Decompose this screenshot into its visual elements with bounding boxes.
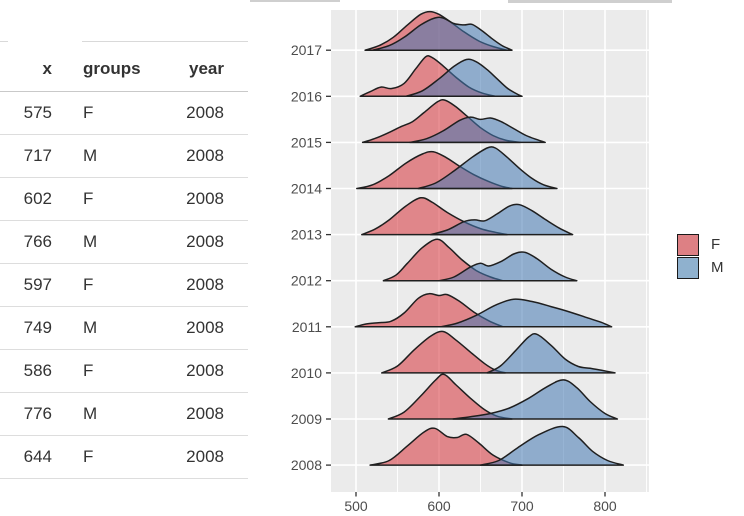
table-cell-groups: M — [52, 134, 178, 178]
legend-item-f: F — [677, 233, 724, 256]
table-row: 766 M 2008 — [0, 220, 248, 264]
y-tick-label: 2012 — [291, 273, 322, 289]
table-row: 776 M 2008 — [0, 392, 248, 436]
table-cell-groups: M — [52, 306, 178, 350]
density-ridge-2013-M — [429, 203, 574, 236]
x-tick-label: 600 — [427, 498, 451, 514]
table-cell-year: 2008 — [178, 134, 248, 178]
y-tick-label: 2013 — [291, 227, 322, 243]
table-cell-groups: M — [52, 392, 178, 436]
y-tick-label: 2009 — [291, 411, 322, 427]
density-ridge-2011-M — [439, 298, 613, 328]
table-cell-year: 2008 — [178, 392, 248, 436]
density-ridge-2010-F — [380, 330, 507, 374]
table-cell-x: 575 — [0, 91, 52, 135]
table-cell-year: 2008 — [178, 220, 248, 264]
column-header-groups: groups — [52, 47, 178, 92]
table-cell-x: 776 — [0, 392, 52, 436]
density-ridge-2010-M — [486, 333, 616, 374]
table-cell-year: 2008 — [178, 91, 248, 135]
table-cell-year: 2008 — [178, 177, 248, 221]
y-tick-label: 2017 — [291, 42, 322, 58]
column-header-x: x — [0, 47, 52, 92]
legend-swatch-f — [677, 233, 699, 256]
table-cell-x: 717 — [0, 134, 52, 178]
x-tick-label: 500 — [344, 498, 368, 514]
crop-artifact-line — [250, 0, 340, 2]
density-ridge-2014-M — [417, 146, 558, 190]
density-ridge-2011-F — [354, 292, 504, 328]
y-tick-label: 2015 — [291, 134, 322, 150]
table-top-border — [82, 41, 248, 42]
table-row: 717 M 2008 — [0, 134, 248, 178]
y-tick-label: 2008 — [291, 457, 322, 473]
crop-artifact-line — [508, 0, 672, 3]
legend-swatch-m — [677, 256, 699, 279]
table-cell-year: 2008 — [178, 349, 248, 393]
column-header-year: year — [178, 47, 248, 92]
table-cell-groups: F — [52, 263, 178, 307]
data-table: x groups year 575 F 2008 717 M 2008 602 F 2008 766 M… — [0, 47, 248, 479]
x-tick-label: 700 — [510, 498, 534, 514]
table-cell-x: 602 — [0, 177, 52, 221]
table-row: 749 M 2008 — [0, 306, 248, 350]
density-ridge-2015-M — [409, 116, 546, 144]
legend-label-f: F — [711, 236, 721, 253]
density-ridge-2009-M — [452, 379, 619, 420]
table-cell-x: 766 — [0, 220, 52, 264]
chart-legend: F M — [677, 233, 724, 279]
legend-item-m: M — [677, 256, 724, 279]
table-row: 575 F 2008 — [0, 91, 248, 135]
table-cell-x: 597 — [0, 263, 52, 307]
table-cell-x: 749 — [0, 306, 52, 350]
table-row: 586 F 2008 — [0, 349, 248, 393]
table-cell-x: 586 — [0, 349, 52, 393]
y-tick-label: 2010 — [291, 365, 322, 381]
table-header: x groups year — [0, 47, 248, 92]
table-cell-year: 2008 — [178, 263, 248, 307]
y-tick-label: 2014 — [291, 181, 322, 197]
table-cell-groups: F — [52, 349, 178, 393]
table-cell-year: 2008 — [178, 435, 248, 479]
density-ridge-2016-M — [405, 58, 523, 98]
y-tick-label: 2011 — [292, 319, 322, 335]
table-cell-groups: F — [52, 91, 178, 135]
data-table-grid: x groups year 575 F 2008 717 M 2008 602 F 2008 766 M… — [0, 47, 248, 479]
table-row: 597 F 2008 — [0, 263, 248, 307]
density-ridge-2017-M — [371, 16, 513, 51]
table-row: 602 F 2008 — [0, 177, 248, 221]
table-cell-year: 2008 — [178, 306, 248, 350]
density-ridge-2008-F — [369, 427, 523, 466]
table-row: 644 F 2008 — [0, 435, 248, 479]
y-tick-label: 2016 — [291, 88, 322, 104]
table-top-border — [0, 41, 8, 42]
table-cell-x: 644 — [0, 435, 52, 479]
density-ridge-2008-M — [479, 425, 625, 466]
x-tick-label: 800 — [593, 498, 617, 514]
legend-label-m: M — [711, 259, 724, 276]
table-cell-groups: F — [52, 435, 178, 479]
density-ridge-2012-M — [438, 251, 578, 282]
table-cell-groups: M — [52, 220, 178, 264]
table-cell-groups: F — [52, 177, 178, 221]
ridgeline-chart: 500 600 700 800 2008 2009 2010 2011 2012 2013 2014… — [291, 10, 649, 514]
ridges-layer — [354, 10, 625, 466]
